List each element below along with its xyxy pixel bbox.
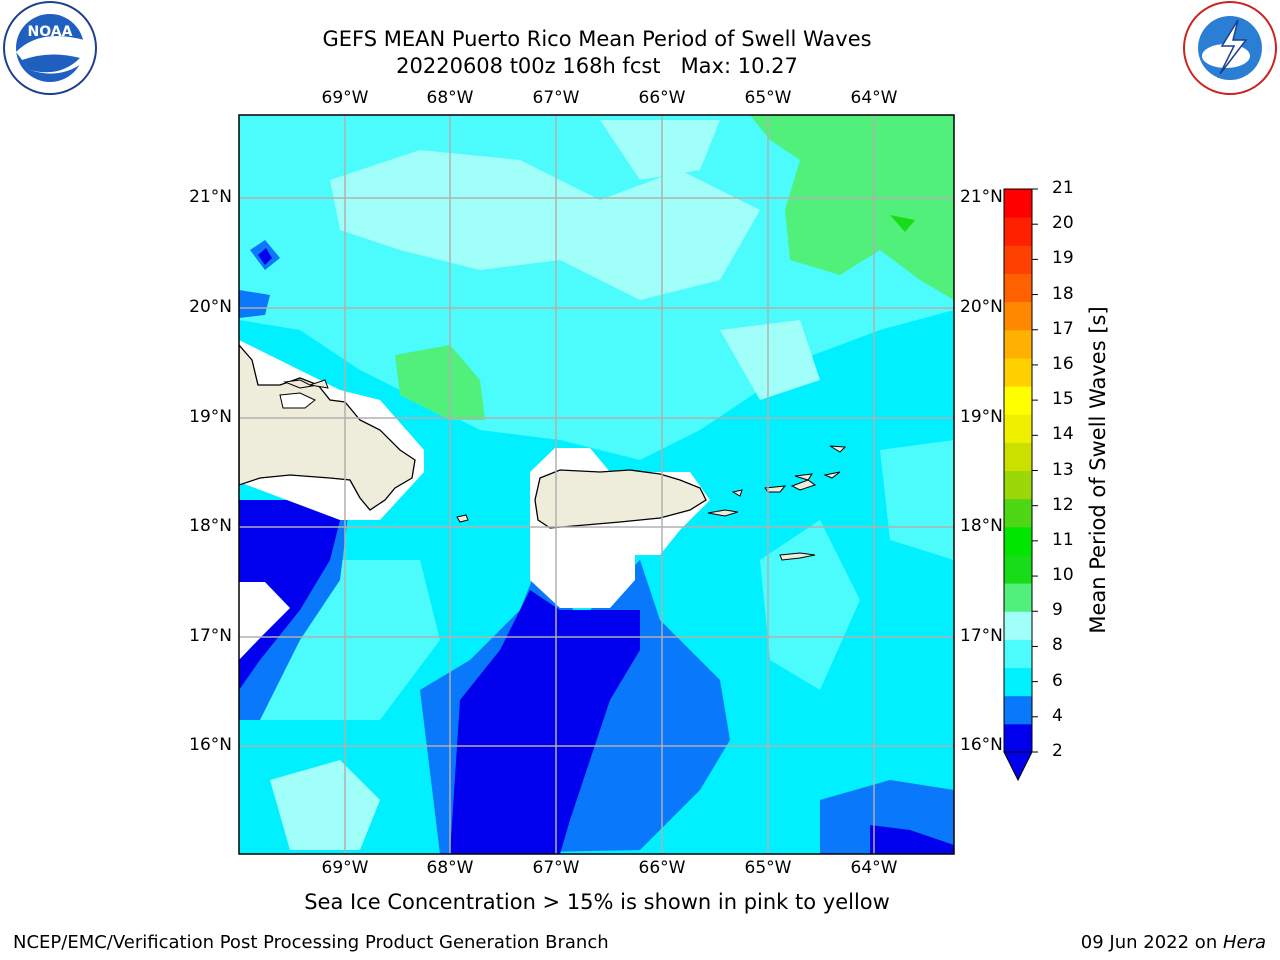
colorbar-tick-label: 2 — [1052, 741, 1063, 761]
colorbar-tick-label: 20 — [1052, 213, 1074, 234]
lat-label-right: 18°N — [960, 516, 1003, 536]
colorbar-swatch — [1004, 189, 1032, 218]
colorbar-tick-label: 4 — [1052, 705, 1063, 726]
colorbar-swatch — [1004, 245, 1032, 274]
footer-date-text: 09 Jun 2022 on — [1080, 932, 1223, 953]
colorbar-swatch — [1004, 526, 1032, 556]
lat-label-left: 20°N — [189, 297, 232, 317]
lon-label-bottom: 67°W — [532, 858, 580, 878]
lon-label-top: 67°W — [532, 88, 580, 108]
colorbar-tick-label: 15 — [1052, 389, 1074, 410]
lon-label-bottom: 64°W — [850, 858, 898, 878]
map-grid — [239, 115, 954, 854]
colorbar-tick-label: 8 — [1052, 635, 1063, 656]
colorbar-swatch — [1004, 217, 1032, 246]
colorbar-swatch — [1004, 498, 1032, 528]
lon-label-bottom: 65°W — [744, 858, 792, 878]
swell-period-field — [239, 115, 954, 854]
colorbar-tick-label: 13 — [1052, 459, 1074, 480]
lat-label-left: 18°N — [189, 516, 232, 536]
lon-label-top: 65°W — [744, 88, 792, 108]
hispaniola-land — [239, 344, 416, 511]
colorbar-swatch — [1004, 639, 1032, 669]
lat-label-right: 16°N — [960, 735, 1003, 755]
colorbar-swatch — [1004, 301, 1032, 331]
noaa-logo: NOAA — [3, 1, 97, 95]
colorbar-tick-label: 14 — [1052, 424, 1074, 445]
colorbar-swatch — [1004, 554, 1032, 584]
colorbar-extend-triangle — [1003, 751, 1033, 782]
lon-label-top: 66°W — [638, 88, 686, 108]
colorbar-swatch — [1004, 723, 1032, 753]
lat-label-left: 19°N — [189, 407, 232, 427]
colorbar-swatch — [1004, 357, 1032, 387]
footer-date: 09 Jun 2022 on Hera — [1081, 932, 1266, 953]
colorbar-swatch — [1004, 667, 1032, 697]
lat-label-left: 17°N — [189, 626, 232, 646]
lat-label-left: 21°N — [189, 187, 232, 207]
colorbar-tick-label: 18 — [1052, 283, 1074, 304]
colorbar-swatch — [1004, 470, 1032, 500]
lon-label-bottom: 69°W — [321, 858, 369, 878]
footer-host: Hera — [1222, 932, 1266, 953]
colorbar-title: Mean Period of Swell Waves [s] — [1086, 306, 1110, 634]
lon-label-top: 64°W — [850, 88, 898, 108]
nws-logo — [1183, 1, 1277, 95]
colorbar-tick-label: 16 — [1052, 353, 1074, 374]
chart-subtitle: 20220608 t00z 168h fcst Max: 10.27 — [396, 54, 798, 78]
colorbar-swatch — [1004, 273, 1032, 303]
colorbar-swatch — [1004, 695, 1032, 725]
lat-label-right: 20°N — [960, 297, 1003, 317]
lon-label-bottom: 68°W — [426, 858, 474, 878]
noaa-logo-text: NOAA — [28, 24, 73, 40]
colorbar-tick-label: 12 — [1052, 494, 1074, 515]
colorbar-tick-label: 11 — [1052, 529, 1074, 550]
colorbar-swatch — [1004, 414, 1032, 443]
colorbar-tick-label: 10 — [1052, 565, 1074, 586]
colorbar-swatch — [1004, 611, 1032, 640]
colorbar-swatch — [1004, 583, 1032, 612]
colorbar-swatch — [1004, 386, 1032, 415]
colorbar-tick-label: 9 — [1052, 600, 1063, 621]
lat-label-right: 17°N — [960, 626, 1003, 646]
lat-label-right: 19°N — [960, 407, 1003, 427]
lat-label-left: 16°N — [189, 735, 232, 755]
colorbar-tick-label: 6 — [1052, 670, 1063, 691]
puerto-rico-land — [534, 469, 707, 529]
lon-label-bottom: 66°W — [638, 858, 686, 878]
colorbar-tick-label: 21 — [1052, 178, 1074, 198]
colorbar-tick-label: 17 — [1052, 318, 1074, 339]
sea-ice-note: Sea Ice Concentration > 15% is shown in … — [304, 890, 890, 914]
lat-label-right: 21°N — [960, 187, 1003, 207]
lon-label-top: 68°W — [426, 88, 474, 108]
colorbar-swatch — [1004, 329, 1032, 359]
chart-title: GEFS MEAN Puerto Rico Mean Period of Swe… — [322, 27, 872, 51]
colorbar-swatch — [1004, 442, 1032, 471]
colorbar-tick-label: 19 — [1052, 248, 1074, 269]
footer-credit: NCEP/EMC/Verification Post Processing Pr… — [13, 932, 609, 953]
colorbar — [1003, 188, 1038, 782]
map-frame — [238, 114, 955, 855]
lon-label-top: 69°W — [321, 88, 369, 108]
